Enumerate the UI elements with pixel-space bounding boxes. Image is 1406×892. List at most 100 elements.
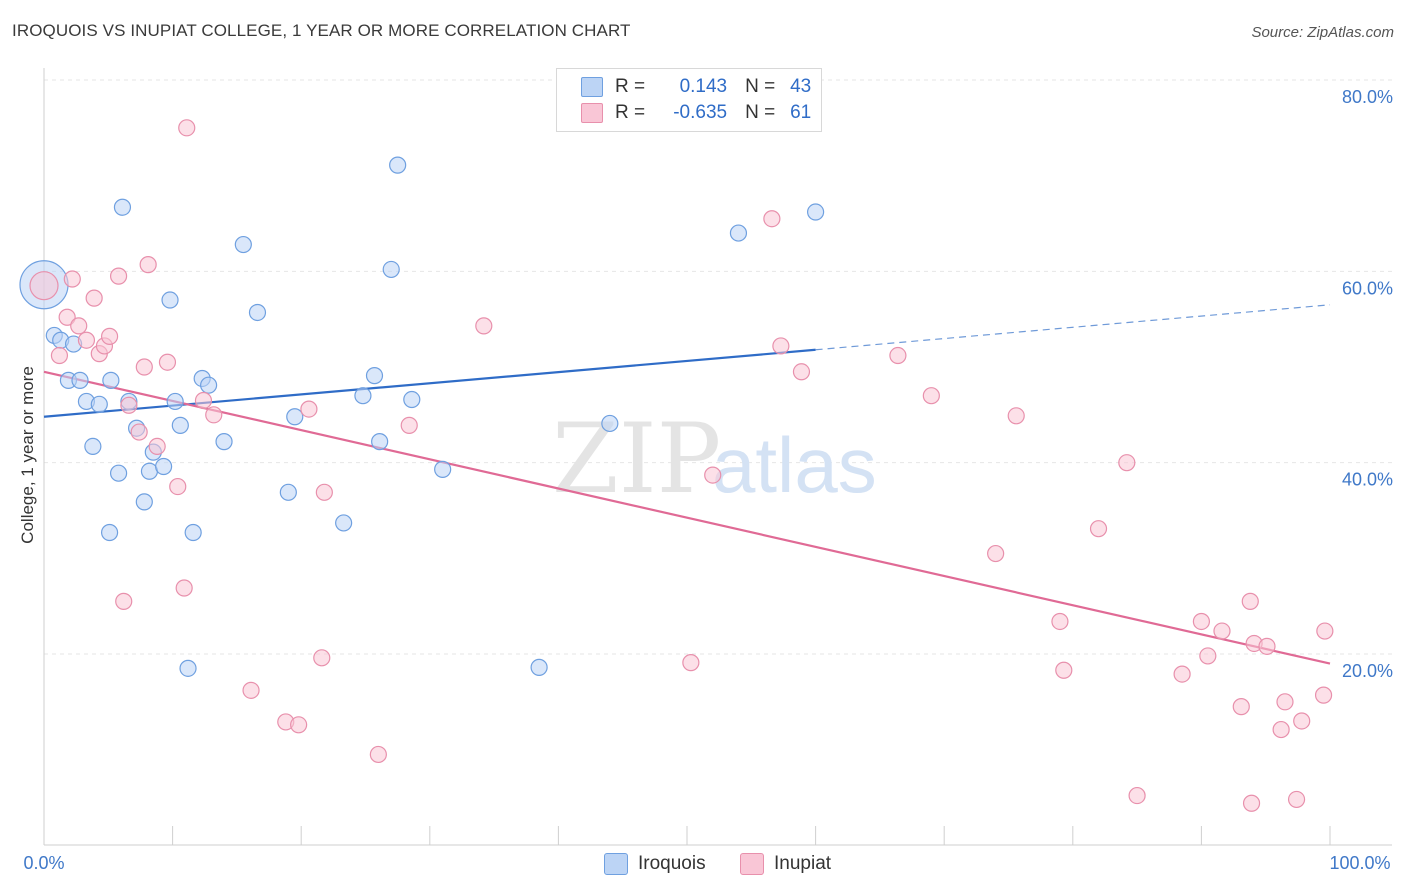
- point-inupiat-39: [987, 544, 1005, 563]
- legend-n-label: N =: [745, 102, 776, 123]
- point-inupiat-26: [300, 400, 318, 418]
- point-inupiat-33: [704, 466, 722, 484]
- grid-lines: [44, 79, 1392, 655]
- point-iroquois-5: [71, 371, 89, 389]
- point-inupiat-37: [889, 346, 907, 365]
- point-inupiat-48: [1199, 647, 1217, 665]
- bottom-legend-swatch-iroquois: [604, 853, 628, 875]
- legend-n-value-iroquois: 43: [790, 76, 812, 97]
- point-inupiat-35: [772, 337, 790, 355]
- point-inupiat-23: [242, 681, 260, 699]
- point-iroquois-15: [135, 493, 153, 511]
- point-inupiat-9: [100, 327, 119, 345]
- point-inupiat-15: [139, 256, 157, 274]
- point-iroquois-9: [100, 523, 119, 542]
- point-inupiat-19: [175, 579, 193, 597]
- point-inupiat-12: [120, 396, 138, 414]
- point-inupiat-49: [1213, 622, 1231, 640]
- point-inupiat-16: [148, 437, 166, 456]
- point-inupiat-20: [178, 119, 196, 137]
- point-iroquois-26: [215, 433, 233, 451]
- point-iroquois-11: [109, 464, 128, 482]
- legend: R = 0.143 N = 43 R = -0.635 N = 61: [556, 68, 822, 132]
- point-iroquois-31: [335, 514, 353, 532]
- point-inupiat-29: [369, 745, 387, 764]
- point-inupiat-0: [29, 271, 59, 301]
- y-tick-label-60: 60.0%: [1342, 278, 1393, 298]
- y-tick-label-80: 80.0%: [1342, 87, 1393, 107]
- point-iroquois-29: [279, 483, 297, 501]
- point-iroquois-19: [161, 291, 179, 309]
- point-inupiat-60: [1316, 622, 1334, 640]
- point-inupiat-14: [135, 358, 153, 376]
- point-inupiat-58: [1293, 712, 1311, 730]
- point-inupiat-1: [50, 346, 69, 365]
- point-inupiat-32: [682, 654, 700, 672]
- watermark: ZIP atlas: [552, 403, 877, 515]
- point-inupiat-42: [1055, 661, 1073, 679]
- point-inupiat-56: [1276, 693, 1294, 711]
- bottom-legend-swatch-inupiat: [740, 853, 764, 875]
- point-inupiat-2: [58, 308, 76, 326]
- legend-r-value-inupiat: -0.635: [673, 102, 728, 123]
- point-iroquois-35: [382, 260, 400, 279]
- legend-r-label: R =: [615, 76, 646, 97]
- point-iroquois-34: [371, 433, 389, 451]
- legend-row-inupiat: R = -0.635 N = 61: [581, 101, 811, 125]
- point-iroquois-33: [365, 367, 384, 385]
- watermark-atlas: atlas: [712, 421, 877, 509]
- point-iroquois-42: [806, 203, 825, 221]
- point-inupiat-57: [1287, 790, 1306, 809]
- trend-line-iroquois-extension: [815, 304, 1331, 351]
- point-inupiat-40: [1007, 407, 1025, 425]
- x-tick-label-min: 0.0%: [23, 853, 64, 873]
- chart-source: Source: ZipAtlas.com: [1251, 24, 1394, 41]
- bottom-legend-iroquois: Iroquois: [604, 852, 706, 876]
- point-iroquois-36: [389, 156, 407, 174]
- chart-title: IROQUOIS VS INUPIAT COLLEGE, 1 YEAR OR M…: [12, 21, 631, 40]
- point-iroquois-25: [200, 376, 218, 394]
- point-inupiat-22: [205, 406, 223, 424]
- point-inupiat-10: [109, 267, 128, 285]
- point-inupiat-47: [1192, 612, 1211, 631]
- legend-r-label: R =: [615, 102, 646, 123]
- legend-r-value-iroquois: 0.143: [679, 76, 728, 97]
- point-iroquois-32: [354, 387, 372, 405]
- point-inupiat-50: [1232, 698, 1250, 716]
- y-tick-label-40: 40.0%: [1342, 470, 1393, 490]
- point-inupiat-5: [77, 331, 96, 349]
- point-iroquois-38: [434, 460, 452, 478]
- trend-line-inupiat: [43, 370, 1331, 665]
- point-iroquois-28: [248, 303, 267, 322]
- point-inupiat-4: [70, 317, 88, 335]
- point-iroquois-41: [729, 224, 748, 242]
- point-inupiat-36: [792, 363, 811, 381]
- point-inupiat-21: [194, 391, 213, 410]
- legend-row-iroquois: R = 0.143 N = 43: [581, 75, 811, 99]
- point-inupiat-43: [1089, 520, 1108, 538]
- point-iroquois-39: [530, 658, 548, 676]
- point-inupiat-54: [1258, 637, 1276, 655]
- point-inupiat-6: [85, 289, 103, 307]
- axes: [43, 68, 1392, 846]
- data-points: [19, 119, 1334, 812]
- point-iroquois-18: [154, 457, 173, 476]
- point-inupiat-11: [115, 592, 133, 610]
- point-inupiat-34: [763, 210, 781, 228]
- point-iroquois-20: [166, 392, 184, 411]
- point-iroquois-10: [102, 371, 120, 389]
- point-iroquois-40: [601, 414, 619, 433]
- bottom-legend-inupiat: Inupiat: [740, 852, 831, 876]
- legend-n-value-inupiat: 61: [790, 102, 812, 123]
- point-inupiat-28: [315, 483, 333, 501]
- point-inupiat-31: [475, 317, 493, 335]
- tick-labels: 20.0% 40.0% 60.0% 80.0% 0.0% 100.0%: [23, 87, 1393, 873]
- point-iroquois-12: [113, 198, 132, 216]
- point-inupiat-25: [290, 716, 308, 734]
- x-tick-label-max: 100.0%: [1329, 853, 1390, 873]
- point-inupiat-55: [1272, 720, 1290, 739]
- watermark-zip: ZIP: [552, 403, 721, 515]
- point-iroquois-37: [403, 390, 421, 409]
- y-axis-label: College, 1 year or more: [18, 366, 37, 544]
- point-iroquois-7: [84, 437, 102, 456]
